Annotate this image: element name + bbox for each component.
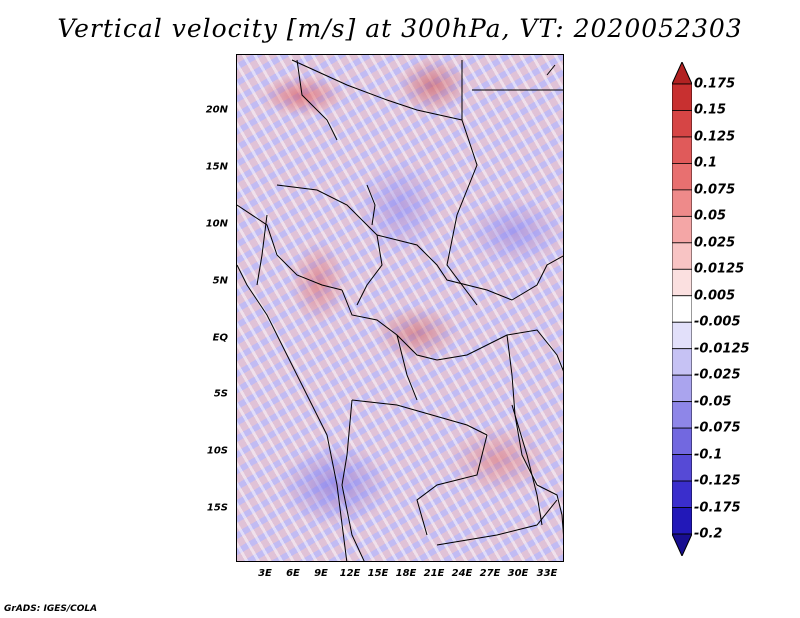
border-line	[436, 499, 558, 546]
lat-label: 5S	[213, 388, 228, 400]
colorbar-cell	[672, 374, 692, 403]
colorbar-label: -0.2	[694, 526, 723, 542]
grads-credit: GrADS: IGES/COLA	[4, 604, 98, 614]
lon-label: 15E	[367, 568, 389, 579]
colorbar-cell	[672, 295, 692, 323]
lake-outline	[511, 404, 543, 526]
border-line	[291, 59, 463, 121]
colorbar-label: 0.125	[694, 129, 736, 145]
colorbar-label: -0.1	[694, 447, 723, 463]
lon-label: 33E	[536, 568, 558, 579]
colorbar-label: -0.125	[694, 473, 741, 489]
colorbar-cell	[672, 136, 692, 164]
lat-label: EQ	[212, 332, 228, 344]
border-line	[341, 399, 365, 561]
lat-label: 15S	[206, 502, 228, 514]
border-line	[351, 399, 488, 436]
colorbar-cell	[672, 401, 692, 429]
colorbar-cell	[672, 427, 692, 455]
border-line	[506, 334, 538, 486]
colorbar-label: -0.025	[694, 367, 741, 383]
border-line	[416, 434, 488, 536]
colorbar-label: 0.025	[694, 235, 736, 251]
colorbar-label: -0.175	[694, 500, 741, 516]
colorbar-label: 0.0125	[694, 261, 745, 277]
border-line	[506, 329, 563, 372]
lon-label: 24E	[451, 568, 473, 579]
colorbar-cell	[672, 480, 692, 508]
colorbar-label: 0.15	[694, 102, 727, 118]
lake-outline	[366, 184, 376, 226]
colorbar	[672, 62, 692, 556]
border-line	[237, 204, 343, 291]
colorbar-label: 0.175	[694, 76, 736, 92]
colorbar-cell	[672, 348, 692, 376]
colorbar-cell	[672, 242, 692, 270]
border-line	[296, 59, 338, 141]
coastline	[237, 264, 348, 561]
colorbar-arrow-bottom	[672, 533, 692, 556]
border-line	[376, 234, 513, 301]
border-line	[256, 214, 268, 286]
lon-label: 3E	[258, 568, 272, 579]
lat-label: 15N	[205, 161, 228, 173]
map-title: Vertical velocity [m/s] at 300hPa, VT: 2…	[57, 14, 743, 43]
lon-label: 30E	[507, 568, 529, 579]
colorbar-cell	[672, 189, 692, 217]
border-line	[436, 334, 508, 361]
lon-label: 21E	[423, 568, 445, 579]
lat-label: 20N	[205, 104, 228, 116]
colorbar-cell	[672, 321, 692, 350]
lat-label: 10N	[205, 218, 228, 230]
lon-label: 9E	[314, 568, 328, 579]
border-line	[536, 484, 563, 536]
lat-label: 5N	[212, 275, 228, 287]
colorbar-cell	[672, 507, 692, 535]
country-borders	[237, 59, 563, 561]
colorbar-cell	[672, 268, 692, 297]
colorbar-label: -0.05	[694, 394, 732, 410]
colorbar-label: -0.075	[694, 420, 741, 436]
lat-label: 10S	[206, 445, 228, 457]
lon-label: 6E	[286, 568, 300, 579]
border-line	[396, 334, 418, 401]
lon-label: 12E	[339, 568, 361, 579]
colorbar-label: -0.0125	[694, 341, 750, 357]
lon-label: 18E	[395, 568, 417, 579]
map-plot-area	[236, 54, 564, 562]
colorbar-cell	[672, 163, 692, 191]
border-line	[546, 64, 556, 76]
colorbar-cell	[672, 215, 692, 244]
lon-label: 27E	[479, 568, 501, 579]
colorbar-label: 0.005	[694, 288, 736, 304]
colorbar-label: 0.05	[694, 208, 727, 224]
colorbar-label: -0.005	[694, 314, 741, 330]
border-line	[511, 255, 563, 301]
border-line	[341, 289, 438, 361]
colorbar-label: 0.075	[694, 182, 736, 198]
colorbar-label: 0.1	[694, 155, 718, 171]
border-line	[446, 60, 478, 306]
colorbar-cell	[672, 110, 692, 138]
colorbar-arrow-top	[672, 62, 692, 85]
colorbar-cell	[672, 83, 692, 111]
colorbar-cell	[672, 454, 692, 482]
